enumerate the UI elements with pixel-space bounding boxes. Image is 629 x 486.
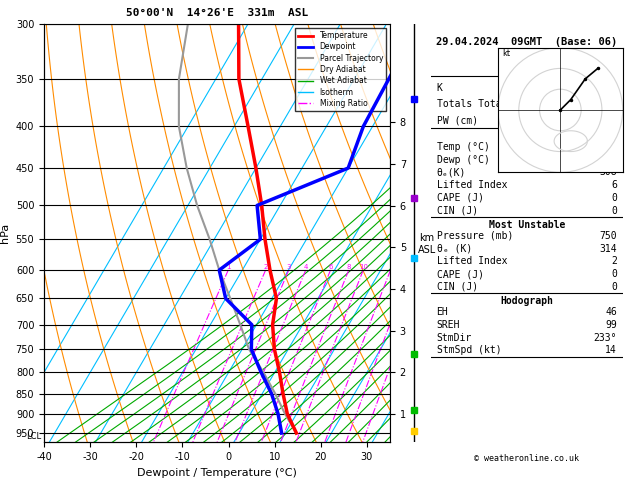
Text: 0: 0 xyxy=(611,269,617,279)
Text: CIN (J): CIN (J) xyxy=(437,282,478,292)
Text: 8: 8 xyxy=(347,264,351,270)
Text: 1: 1 xyxy=(226,264,230,270)
Y-axis label: hPa: hPa xyxy=(0,223,10,243)
Text: StmDir: StmDir xyxy=(437,332,472,343)
Text: 1.62: 1.62 xyxy=(593,115,617,125)
Text: SREH: SREH xyxy=(437,320,460,330)
Text: CAPE (J): CAPE (J) xyxy=(437,269,484,279)
Text: 9.2: 9.2 xyxy=(599,155,617,165)
Text: 0: 0 xyxy=(611,206,617,216)
Text: 6: 6 xyxy=(611,180,617,190)
Text: Hodograph: Hodograph xyxy=(500,296,554,306)
Text: CAPE (J): CAPE (J) xyxy=(437,193,484,203)
Text: CIN (J): CIN (J) xyxy=(437,206,478,216)
Text: K: K xyxy=(437,83,442,93)
Title: 50°00'N  14°26'E  331m  ASL: 50°00'N 14°26'E 331m ASL xyxy=(126,8,308,18)
Text: θₑ(K): θₑ(K) xyxy=(437,167,466,177)
Text: 29.04.2024  09GMT  (Base: 06): 29.04.2024 09GMT (Base: 06) xyxy=(436,37,618,47)
Text: 46: 46 xyxy=(605,307,617,317)
Text: 0: 0 xyxy=(611,193,617,203)
Text: 6: 6 xyxy=(328,264,333,270)
Text: 4: 4 xyxy=(304,264,308,270)
Text: 0: 0 xyxy=(611,282,617,292)
Text: 10: 10 xyxy=(359,264,368,270)
X-axis label: Dewpoint / Temperature (°C): Dewpoint / Temperature (°C) xyxy=(137,468,297,478)
Text: 14: 14 xyxy=(605,346,617,355)
Text: StmSpd (kt): StmSpd (kt) xyxy=(437,346,501,355)
Text: 18: 18 xyxy=(605,83,617,93)
Text: Most Unstable: Most Unstable xyxy=(489,220,565,230)
Text: Surface: Surface xyxy=(506,131,547,141)
Text: Lifted Index: Lifted Index xyxy=(437,257,507,266)
Text: PW (cm): PW (cm) xyxy=(437,115,478,125)
Y-axis label: km
ASL: km ASL xyxy=(418,233,436,255)
Text: EH: EH xyxy=(437,307,448,317)
Text: LCL: LCL xyxy=(26,432,42,441)
Legend: Temperature, Dewpoint, Parcel Trajectory, Dry Adiabat, Wet Adiabat, Isotherm, Mi: Temperature, Dewpoint, Parcel Trajectory… xyxy=(295,28,386,111)
Text: 233°: 233° xyxy=(593,332,617,343)
Text: 2: 2 xyxy=(264,264,268,270)
Text: 750: 750 xyxy=(599,231,617,241)
Text: Pressure (mb): Pressure (mb) xyxy=(437,231,513,241)
Text: 314: 314 xyxy=(599,243,617,254)
Text: Lifted Index: Lifted Index xyxy=(437,180,507,190)
Text: 2: 2 xyxy=(611,257,617,266)
Text: Temp (°C): Temp (°C) xyxy=(437,142,489,152)
Text: θₑ (K): θₑ (K) xyxy=(437,243,472,254)
Text: 3: 3 xyxy=(286,264,291,270)
Text: © weatheronline.co.uk: © weatheronline.co.uk xyxy=(474,454,579,463)
Text: Dewp (°C): Dewp (°C) xyxy=(437,155,489,165)
Text: 308: 308 xyxy=(599,167,617,177)
Text: Totals Totals: Totals Totals xyxy=(437,99,513,109)
Text: 99: 99 xyxy=(605,320,617,330)
Text: 45: 45 xyxy=(605,99,617,109)
Text: 12.4: 12.4 xyxy=(593,142,617,152)
